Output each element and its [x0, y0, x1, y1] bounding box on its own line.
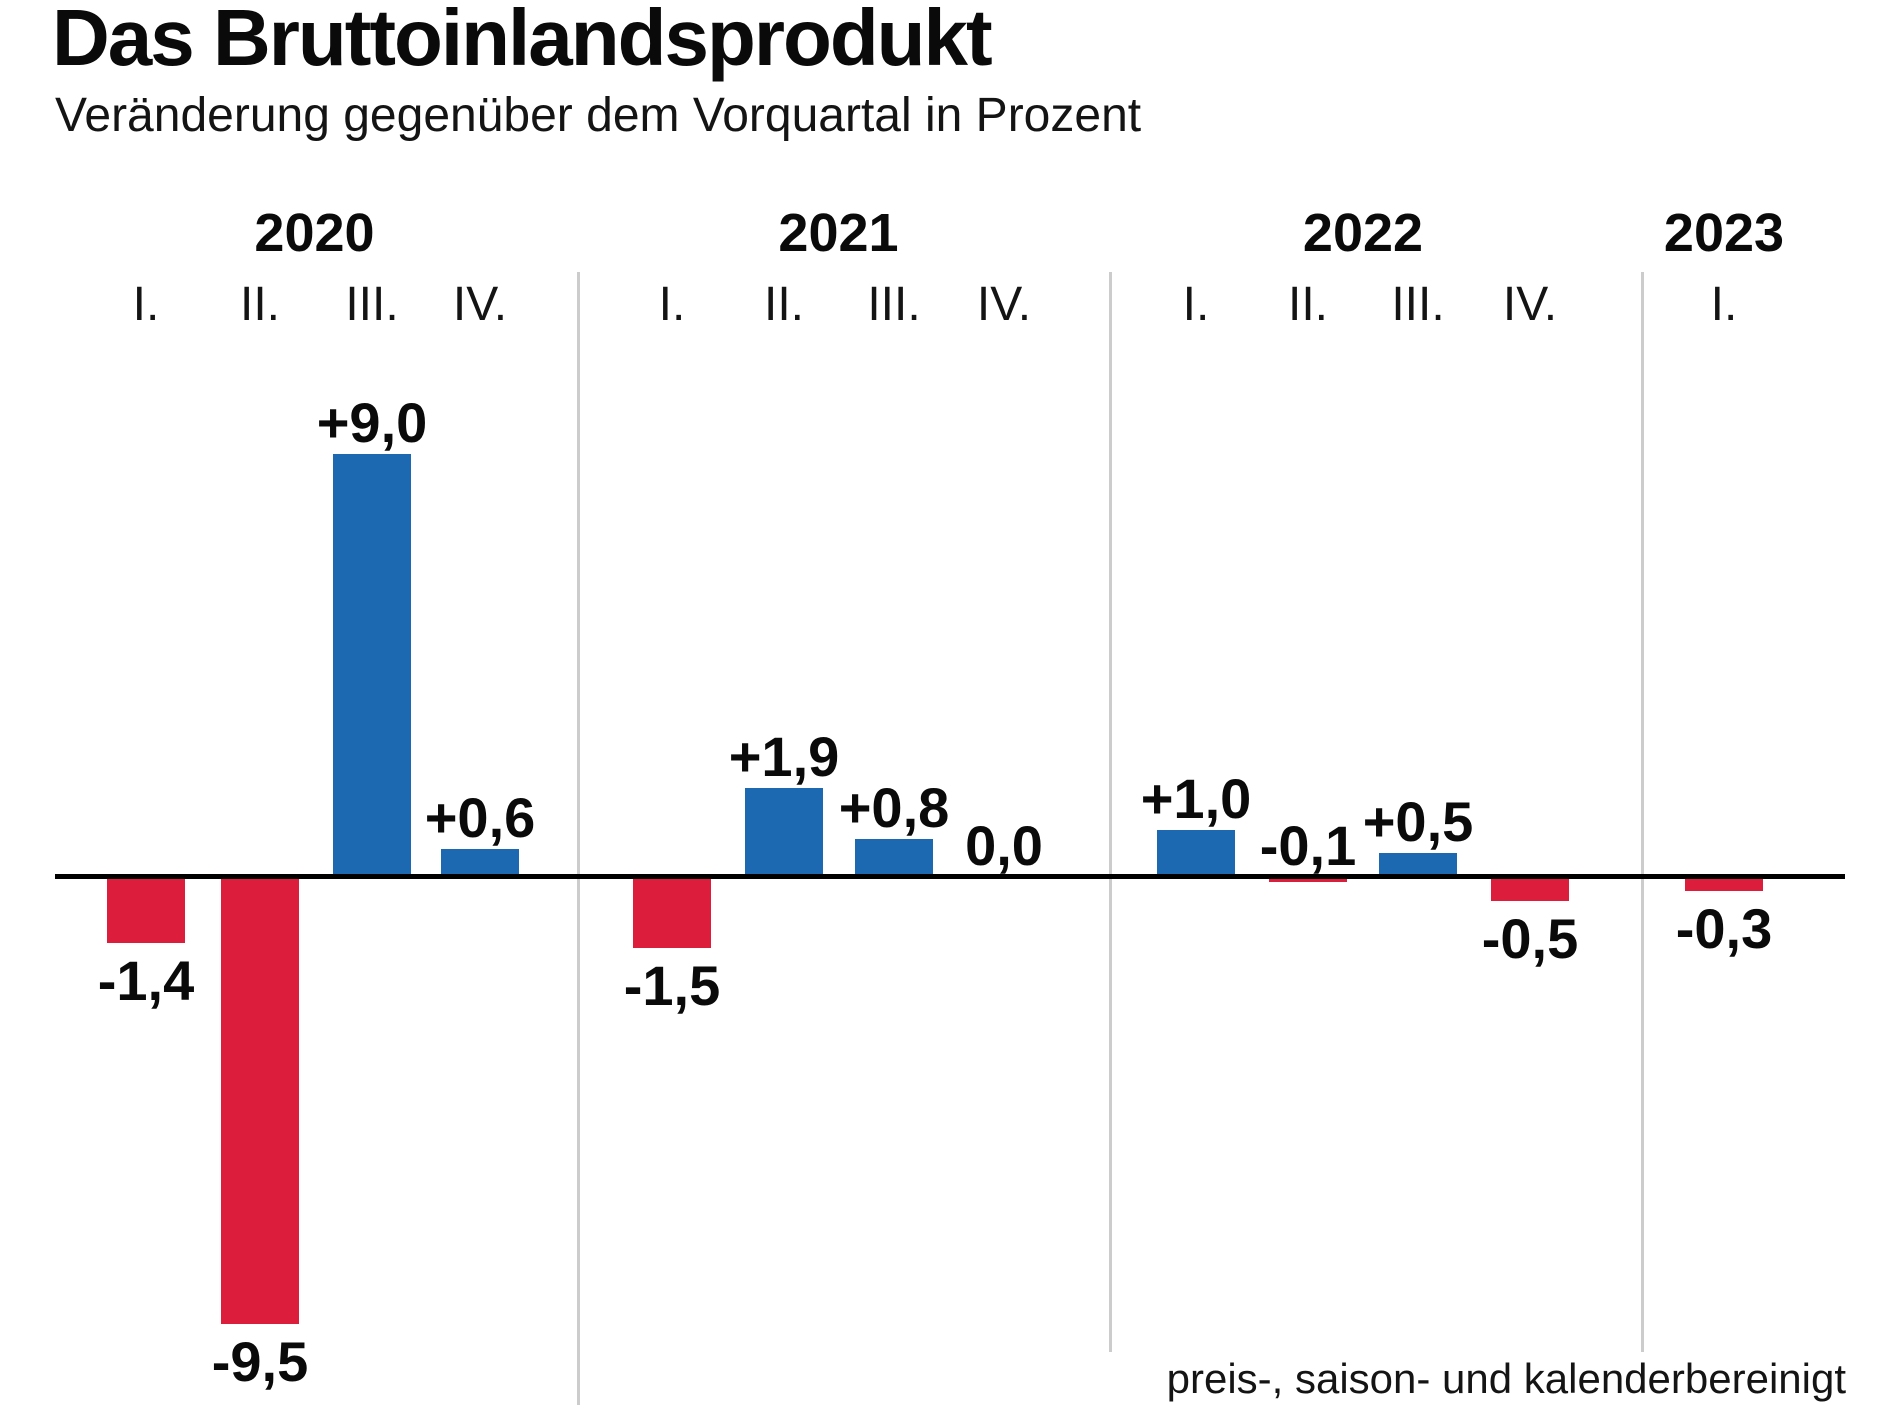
bar-2020-II	[221, 877, 299, 1324]
quarter-label-2022-III: III.	[1391, 278, 1445, 331]
value-label-2022-II: -0,1	[1259, 814, 1357, 877]
bar-2020-I	[107, 877, 185, 943]
quarter-label-2020-IV: IV.	[452, 278, 508, 331]
chart-subtitle: Veränderung gegenüber dem Vorquartal in …	[55, 89, 1142, 142]
quarter-label-2022-I: I.	[1182, 278, 1210, 331]
quarter-label-2020-II: II.	[239, 278, 281, 331]
bar-2022-IV	[1491, 877, 1569, 901]
value-label-2022-III: +0,5	[1362, 790, 1474, 853]
quarter-label-2022-IV: IV.	[1502, 278, 1558, 331]
quarter-label-2021-I: I.	[658, 278, 686, 331]
bar-2022-I	[1157, 830, 1235, 877]
value-label-2022-I: +1,0	[1140, 767, 1252, 830]
bar-2022-II	[1269, 877, 1347, 882]
bar-2022-III	[1379, 853, 1457, 877]
quarter-label-2020-I: I.	[132, 278, 160, 331]
bar-2020-IV	[441, 849, 519, 877]
bar-2023-I	[1685, 877, 1763, 891]
chart-footnote: preis-, saison- und kalenderbereinigt	[1166, 1355, 1846, 1402]
bar-2021-II	[745, 788, 823, 877]
value-label-2022-IV: -0,5	[1481, 907, 1579, 970]
quarter-label-2020-III: III.	[345, 278, 399, 331]
bar-2021-I	[633, 877, 711, 948]
value-label-2021-IV: 0,0	[965, 814, 1043, 877]
value-label-2020-I: -1,4	[97, 949, 195, 1012]
value-label-2021-II: +1,9	[728, 725, 840, 788]
quarter-label-2021-III: III.	[867, 278, 921, 331]
chart-title: Das Bruttoinlandsprodukt	[52, 0, 993, 82]
value-label-2020-IV: +0,6	[424, 786, 536, 849]
year-label-2020: 2020	[254, 203, 375, 263]
year-separator-line	[576, 272, 580, 1405]
year-label-2021: 2021	[778, 203, 899, 263]
value-label-2021-III: +0,8	[838, 776, 950, 839]
value-label-2020-III: +9,0	[316, 391, 428, 454]
quarter-label-2022-II: II.	[1287, 278, 1329, 331]
value-label-2021-I: -1,5	[623, 954, 721, 1017]
value-label-2020-II: -9,5	[211, 1330, 309, 1393]
quarter-label-2021-IV: IV.	[976, 278, 1032, 331]
bar-2021-III	[855, 839, 933, 877]
quarter-label-2021-II: II.	[763, 278, 805, 331]
value-label-2023-I: -0,3	[1675, 897, 1773, 960]
zero-axis-line	[55, 874, 1845, 879]
year-separator-line	[1108, 272, 1112, 1352]
quarter-label-2023-I: I.	[1710, 278, 1738, 331]
bar-2020-III	[333, 454, 411, 877]
year-separator-line	[1640, 272, 1644, 1352]
year-label-2022: 2022	[1302, 203, 1424, 263]
year-label-2023: 2023	[1663, 203, 1785, 263]
